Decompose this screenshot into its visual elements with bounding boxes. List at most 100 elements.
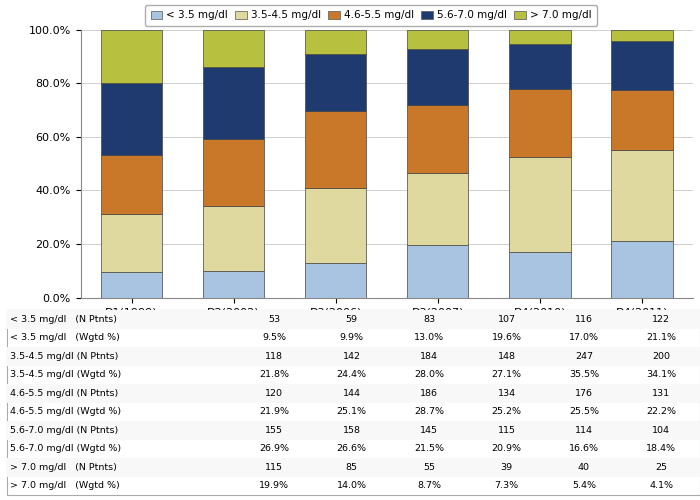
Text: 4.6-5.5 mg/dl (Wgtd %): 4.6-5.5 mg/dl (Wgtd %) [10,407,122,416]
Text: 25: 25 [655,463,667,472]
Text: 155: 155 [265,426,284,434]
Bar [407,105,468,172]
Text: 142: 142 [343,352,360,361]
Bar [407,50,468,105]
Bar [510,157,570,252]
Bar [611,41,673,90]
Text: 115: 115 [498,426,515,434]
Text: < 3.5 mg/dl   (N Ptnts): < 3.5 mg/dl (N Ptnts) [10,315,118,324]
Text: 114: 114 [575,426,593,434]
Bar [305,188,366,262]
Text: 21.5%: 21.5% [414,444,444,453]
Text: 26.6%: 26.6% [337,444,367,453]
Text: < 3.5 mg/dl   (Wgtd %): < 3.5 mg/dl (Wgtd %) [10,333,120,342]
Text: 5.6-7.0 mg/dl (Wgtd %): 5.6-7.0 mg/dl (Wgtd %) [10,444,122,453]
Text: 4.6-5.5 mg/dl (N Ptnts): 4.6-5.5 mg/dl (N Ptnts) [10,389,119,398]
Bar [611,90,673,150]
Bar [611,30,673,41]
FancyBboxPatch shape [7,384,700,402]
Bar [305,30,366,54]
Text: 19.9%: 19.9% [260,481,289,490]
Bar [510,252,570,298]
Bar [510,44,570,89]
Bar [203,271,265,297]
Text: 26.9%: 26.9% [260,444,289,453]
Text: 13.0%: 13.0% [414,333,444,342]
Text: 83: 83 [423,315,435,324]
Bar [101,214,162,272]
Text: 24.4%: 24.4% [337,370,367,380]
Text: 148: 148 [498,352,515,361]
Text: 104: 104 [652,426,671,434]
Text: 131: 131 [652,389,671,398]
Text: 25.2%: 25.2% [491,407,522,416]
Text: 20.9%: 20.9% [491,444,522,453]
Text: 21.1%: 21.1% [646,333,676,342]
Text: 115: 115 [265,463,284,472]
Text: 247: 247 [575,352,593,361]
Text: 21.9%: 21.9% [260,407,289,416]
Text: 122: 122 [652,315,671,324]
Text: 145: 145 [420,426,438,434]
Text: 18.4%: 18.4% [646,444,676,453]
Text: 25.1%: 25.1% [337,407,367,416]
Bar [101,155,162,214]
Text: 34.1%: 34.1% [646,370,676,380]
Text: 144: 144 [343,389,360,398]
Bar [407,172,468,245]
Text: 16.6%: 16.6% [569,444,599,453]
Bar [305,54,366,111]
Text: 19.6%: 19.6% [491,333,522,342]
Text: 158: 158 [343,426,360,434]
Bar [407,245,468,298]
Text: 200: 200 [652,352,671,361]
Text: 27.1%: 27.1% [491,370,522,380]
Bar [510,89,570,157]
Text: 17.0%: 17.0% [569,333,599,342]
Text: > 7.0 mg/dl   (Wgtd %): > 7.0 mg/dl (Wgtd %) [10,481,120,490]
Text: 4.1%: 4.1% [650,481,673,490]
Text: 85: 85 [346,463,358,472]
Text: 120: 120 [265,389,284,398]
Bar [101,30,162,83]
Text: 59: 59 [346,315,358,324]
Bar [203,206,265,271]
FancyBboxPatch shape [7,347,700,366]
Text: 39: 39 [500,463,512,472]
Text: 55: 55 [424,463,435,472]
Text: 28.0%: 28.0% [414,370,444,380]
FancyBboxPatch shape [7,421,700,440]
Text: 186: 186 [420,389,438,398]
Text: 176: 176 [575,389,593,398]
Text: 9.9%: 9.9% [340,333,364,342]
Text: 118: 118 [265,352,284,361]
Bar [407,30,468,50]
Bar [203,68,265,138]
Text: 53: 53 [268,315,281,324]
Text: > 7.0 mg/dl   (N Ptnts): > 7.0 mg/dl (N Ptnts) [10,463,118,472]
Bar [305,111,366,188]
Bar [203,138,265,205]
Text: 25.5%: 25.5% [569,407,599,416]
Text: 5.4%: 5.4% [572,481,596,490]
Text: 3.5-4.5 mg/dl (Wgtd %): 3.5-4.5 mg/dl (Wgtd %) [10,370,122,380]
Text: 134: 134 [498,389,516,398]
Bar [101,272,162,297]
FancyBboxPatch shape [7,458,700,476]
Bar [611,241,673,298]
Text: 107: 107 [498,315,515,324]
Text: 14.0%: 14.0% [337,481,367,490]
Bar [101,83,162,155]
Text: 22.2%: 22.2% [646,407,676,416]
Text: 7.3%: 7.3% [494,481,519,490]
Text: 9.5%: 9.5% [262,333,286,342]
Text: 3.5-4.5 mg/dl (N Ptnts): 3.5-4.5 mg/dl (N Ptnts) [10,352,119,361]
Text: 8.7%: 8.7% [417,481,441,490]
FancyBboxPatch shape [7,310,700,328]
Bar [203,30,265,68]
Bar [611,150,673,241]
Text: 116: 116 [575,315,593,324]
Text: 5.6-7.0 mg/dl (N Ptnts): 5.6-7.0 mg/dl (N Ptnts) [10,426,119,434]
Text: 184: 184 [420,352,438,361]
Text: 40: 40 [578,463,590,472]
